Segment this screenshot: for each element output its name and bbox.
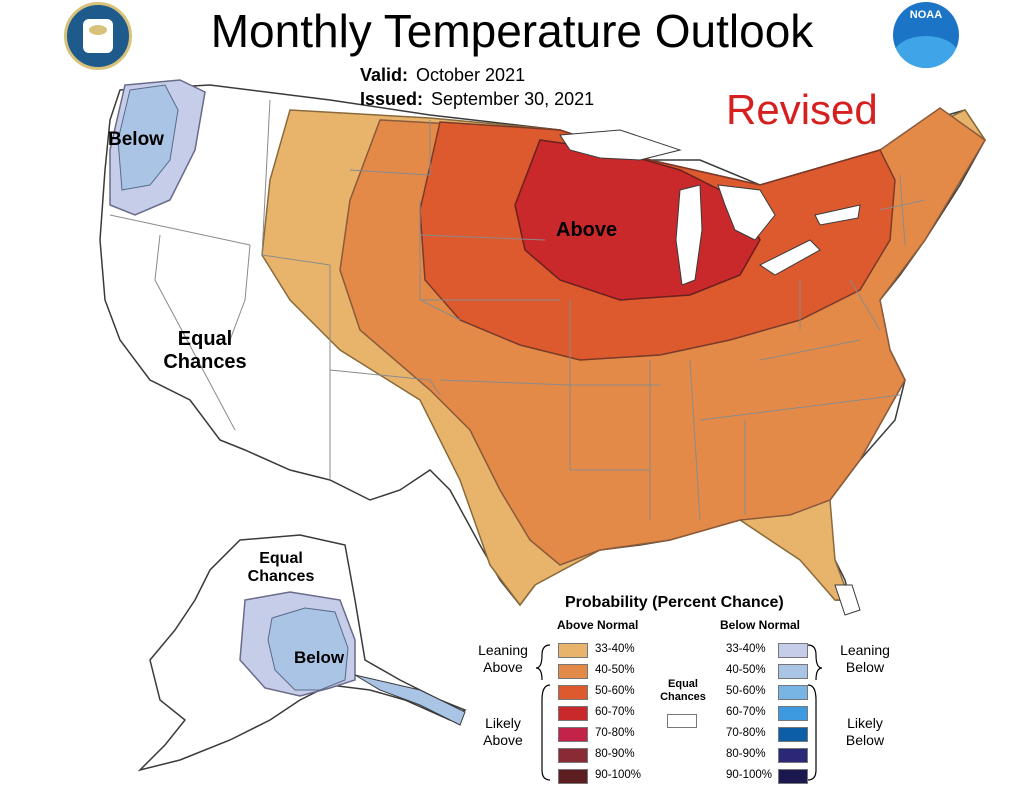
legend-above-swatch-3 [558, 706, 588, 721]
label-west-equal-chances: Equal Chances [150, 328, 260, 374]
alaska-panhandle [354, 674, 466, 726]
lake-ontario [814, 204, 861, 226]
legend-equal-swatch [667, 714, 697, 728]
legend-above-range-3: 60-70% [595, 706, 635, 718]
legend-below-swatch-3 [778, 706, 808, 721]
legend-below-range-5: 80-90% [726, 748, 766, 760]
equal-line2: Chances [660, 691, 706, 704]
below-40-50-northwest [117, 84, 179, 191]
legend-above-range-6: 90-100% [595, 769, 642, 781]
label-northwest-below: Below [108, 129, 164, 150]
legend-below-header: Below Normal [720, 618, 801, 632]
issued-line: Issued: September 30, 2021 [360, 89, 594, 110]
legend-below-swatch-0 [778, 643, 808, 658]
legend-leaning-below: Leaning Below [830, 642, 900, 676]
lake-michigan [675, 184, 703, 286]
legend-below-swatch-5 [778, 748, 808, 763]
above-60-70-region [514, 139, 761, 301]
label-alaska-equal-chances: Equal Chances [236, 550, 326, 587]
noaa-text: NOAA [909, 9, 943, 21]
legend-below-range-6: 90-100% [726, 769, 773, 781]
legend-below-range-0: 33-40% [726, 643, 766, 655]
alaska-below-40-50 [267, 607, 349, 691]
state-borders [109, 99, 926, 521]
likely-above-line2: Above [483, 731, 523, 748]
leaning-below-line1: Leaning [840, 642, 890, 658]
legend-above-range-1: 40-50% [595, 664, 635, 676]
legend-above-swatch-2 [558, 685, 588, 700]
legend-above-swatch-0 [558, 643, 588, 658]
revised-status: Revised [726, 86, 878, 133]
legend-below-range-1: 40-50% [726, 664, 766, 676]
legend-above-range-0: 33-40% [595, 643, 635, 655]
likely-above-line1: Likely [485, 715, 521, 731]
legend-title: Probability (Percent Chance) [565, 594, 784, 611]
lake-huron [717, 184, 776, 241]
noaa-logo-icon: NOAA [893, 2, 959, 68]
page-title: Monthly Temperature Outlook [210, 5, 814, 57]
leaning-above-line1: Leaning [478, 642, 528, 658]
likely-below-line2: Below [845, 731, 885, 748]
legend-equal-chances: Equal Chances [652, 678, 714, 704]
legend-above-swatch-1 [558, 664, 588, 679]
legend-above-header: Above Normal [557, 618, 639, 632]
label-alaska-line1: Equal [259, 550, 303, 567]
label-west-line1: Equal [177, 328, 233, 350]
label-alaska-line2: Chances [247, 568, 315, 586]
legend-above-range-5: 80-90% [595, 748, 635, 760]
legend-above-swatch-4 [558, 727, 588, 742]
legend-below-swatch-2 [778, 685, 808, 700]
issued-value: September 30, 2021 [431, 89, 595, 109]
equal-line1: Equal [668, 678, 698, 690]
legend-above-swatch-5 [558, 748, 588, 763]
legend-below-range-3: 60-70% [726, 706, 766, 718]
legend-above-range-2: 50-60% [595, 685, 635, 697]
legend-below-swatch-1 [778, 664, 808, 679]
legend-above-swatch-6 [558, 769, 588, 784]
valid-line: Valid: October 2021 [360, 65, 525, 86]
legend-below-range-4: 70-80% [726, 727, 766, 739]
lake-superior [559, 129, 682, 161]
legend-below-range-2: 50-60% [726, 685, 766, 697]
legend-above-range-4: 70-80% [595, 727, 635, 739]
label-alaska-below: Below [294, 648, 345, 667]
label-west-line2: Chances [163, 351, 247, 373]
valid-value: October 2021 [416, 65, 526, 85]
florida-tip [834, 584, 861, 616]
leaning-below-line2: Below [845, 658, 885, 675]
legend-below-swatch-6 [778, 769, 808, 784]
commerce-seal-icon [64, 2, 132, 70]
likely-below-line1: Likely [847, 715, 883, 731]
legend-likely-above: Likely Above [470, 715, 536, 749]
legend-likely-below: Likely Below [830, 715, 900, 749]
legend-leaning-above: Leaning Above [470, 642, 536, 676]
label-great-lakes-above: Above [556, 219, 618, 241]
lake-erie [759, 239, 821, 276]
legend-below-swatch-4 [778, 727, 808, 742]
valid-label: Valid: [360, 65, 409, 85]
leaning-above-line2: Above [483, 658, 523, 675]
issued-label: Issued: [360, 89, 424, 109]
